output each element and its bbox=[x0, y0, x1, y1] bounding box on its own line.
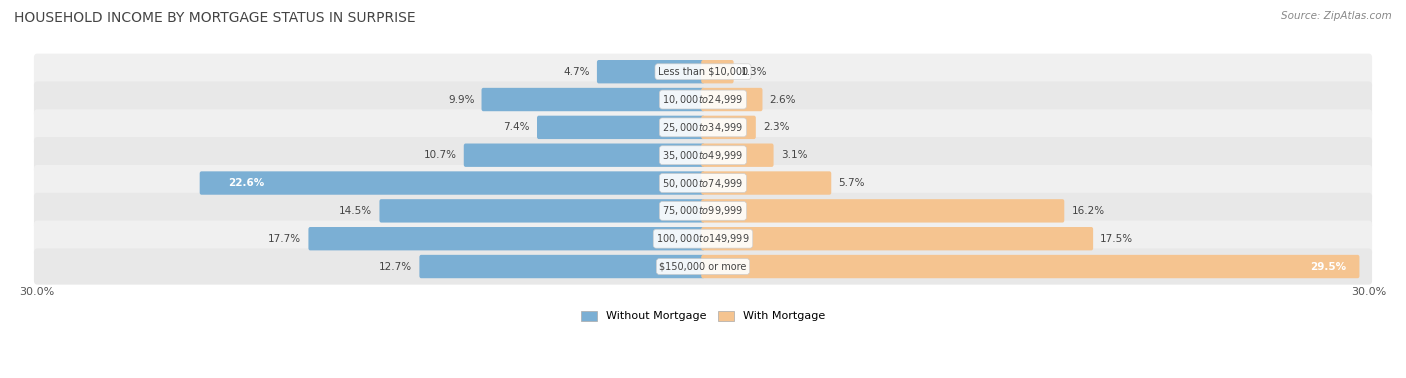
Text: $35,000 to $49,999: $35,000 to $49,999 bbox=[662, 149, 744, 162]
Text: 4.7%: 4.7% bbox=[564, 67, 591, 77]
FancyBboxPatch shape bbox=[34, 221, 1372, 257]
FancyBboxPatch shape bbox=[481, 88, 704, 111]
Text: 17.7%: 17.7% bbox=[269, 234, 301, 244]
Text: $50,000 to $74,999: $50,000 to $74,999 bbox=[662, 177, 744, 189]
FancyBboxPatch shape bbox=[702, 116, 756, 139]
Text: 1.3%: 1.3% bbox=[741, 67, 768, 77]
FancyBboxPatch shape bbox=[702, 60, 734, 84]
Text: 3.1%: 3.1% bbox=[780, 150, 807, 160]
FancyBboxPatch shape bbox=[308, 227, 704, 250]
Text: 12.7%: 12.7% bbox=[380, 262, 412, 271]
Text: $100,000 to $149,999: $100,000 to $149,999 bbox=[657, 232, 749, 245]
Text: 17.5%: 17.5% bbox=[1101, 234, 1133, 244]
Legend: Without Mortgage, With Mortgage: Without Mortgage, With Mortgage bbox=[576, 306, 830, 326]
FancyBboxPatch shape bbox=[34, 109, 1372, 146]
Text: 5.7%: 5.7% bbox=[838, 178, 865, 188]
Text: $75,000 to $99,999: $75,000 to $99,999 bbox=[662, 204, 744, 217]
Text: 16.2%: 16.2% bbox=[1071, 206, 1105, 216]
FancyBboxPatch shape bbox=[34, 193, 1372, 229]
FancyBboxPatch shape bbox=[34, 248, 1372, 285]
Text: 22.6%: 22.6% bbox=[228, 178, 264, 188]
FancyBboxPatch shape bbox=[598, 60, 704, 84]
FancyBboxPatch shape bbox=[702, 255, 1360, 278]
FancyBboxPatch shape bbox=[34, 137, 1372, 173]
FancyBboxPatch shape bbox=[200, 171, 704, 195]
FancyBboxPatch shape bbox=[702, 144, 773, 167]
FancyBboxPatch shape bbox=[464, 144, 704, 167]
FancyBboxPatch shape bbox=[34, 81, 1372, 118]
Text: $150,000 or more: $150,000 or more bbox=[659, 262, 747, 271]
Text: 29.5%: 29.5% bbox=[1310, 262, 1347, 271]
Text: HOUSEHOLD INCOME BY MORTGAGE STATUS IN SURPRISE: HOUSEHOLD INCOME BY MORTGAGE STATUS IN S… bbox=[14, 11, 416, 25]
Text: 2.6%: 2.6% bbox=[769, 94, 796, 105]
FancyBboxPatch shape bbox=[537, 116, 704, 139]
Text: 2.3%: 2.3% bbox=[763, 122, 789, 132]
FancyBboxPatch shape bbox=[380, 199, 704, 223]
FancyBboxPatch shape bbox=[702, 88, 762, 111]
FancyBboxPatch shape bbox=[34, 54, 1372, 90]
FancyBboxPatch shape bbox=[702, 227, 1092, 250]
FancyBboxPatch shape bbox=[419, 255, 704, 278]
Text: 7.4%: 7.4% bbox=[503, 122, 530, 132]
Text: 14.5%: 14.5% bbox=[339, 206, 373, 216]
Text: Less than $10,000: Less than $10,000 bbox=[658, 67, 748, 77]
FancyBboxPatch shape bbox=[34, 165, 1372, 201]
Text: $10,000 to $24,999: $10,000 to $24,999 bbox=[662, 93, 744, 106]
FancyBboxPatch shape bbox=[702, 171, 831, 195]
Text: Source: ZipAtlas.com: Source: ZipAtlas.com bbox=[1281, 11, 1392, 21]
Text: $25,000 to $34,999: $25,000 to $34,999 bbox=[662, 121, 744, 134]
Text: 10.7%: 10.7% bbox=[423, 150, 457, 160]
FancyBboxPatch shape bbox=[702, 199, 1064, 223]
Text: 9.9%: 9.9% bbox=[449, 94, 474, 105]
